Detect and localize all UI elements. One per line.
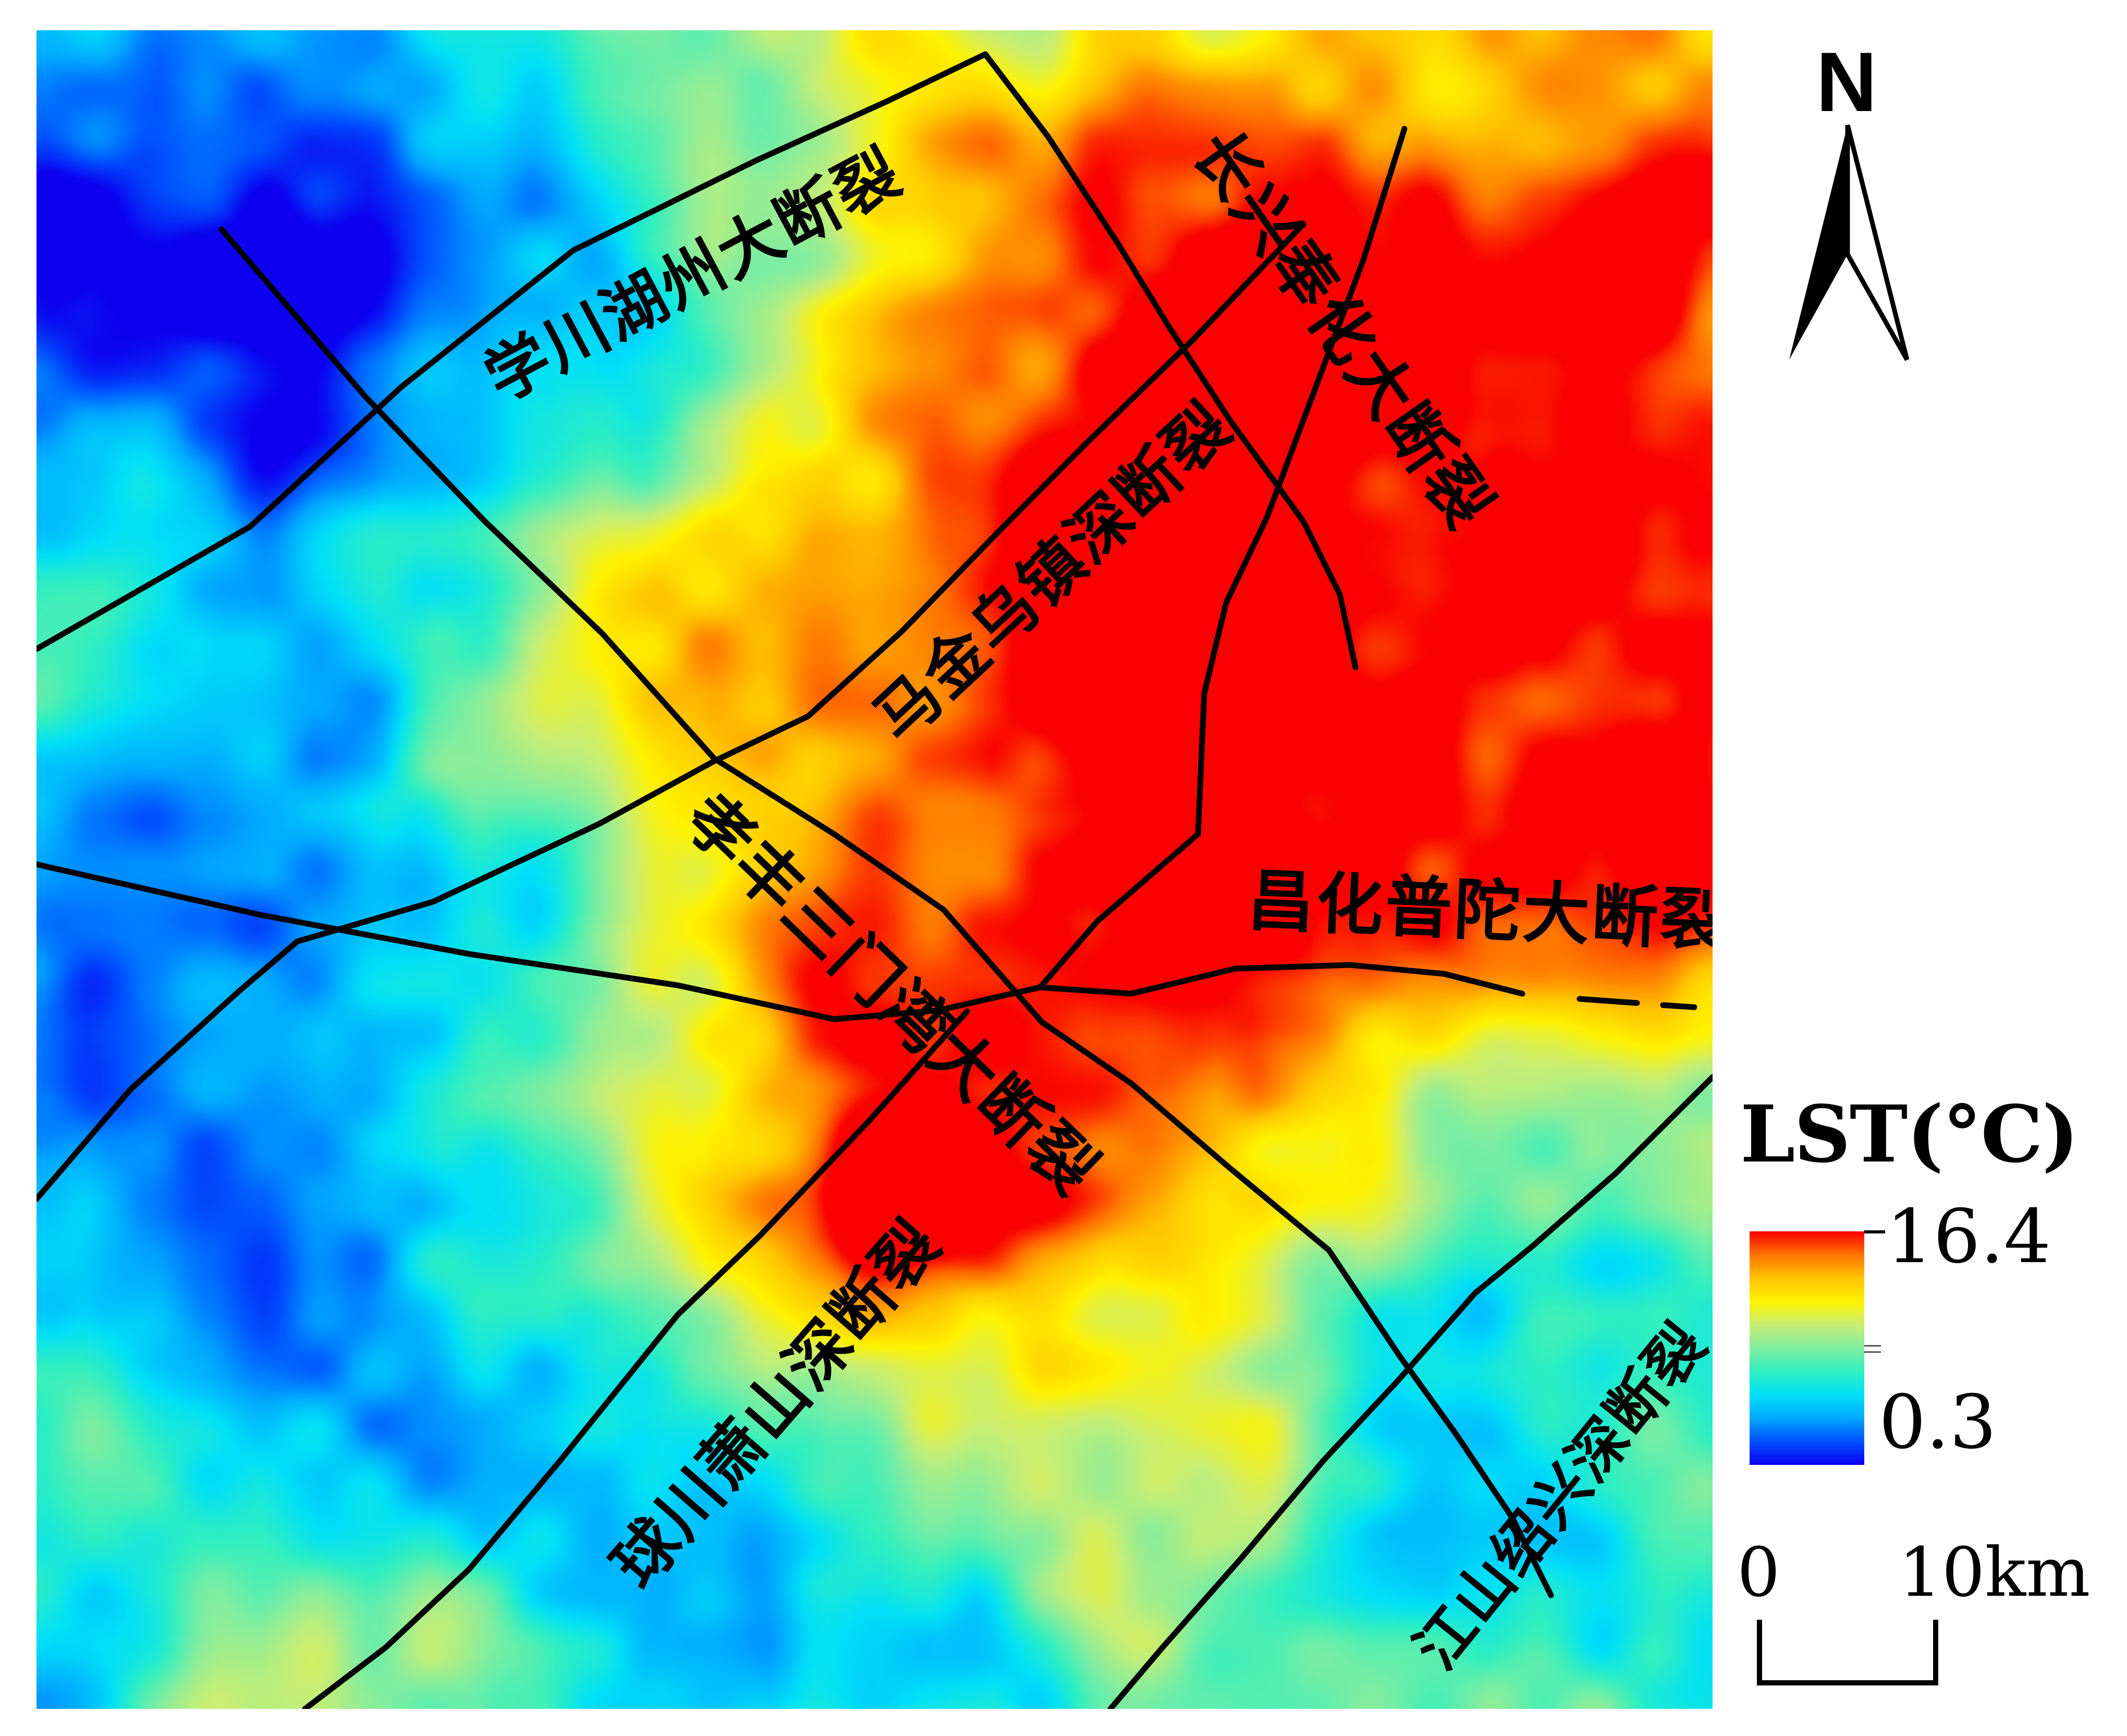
scalebar-bracket	[1757, 1620, 1938, 1685]
fault-label-changxing-fenghua: 长兴奉化大断裂	[1178, 117, 1507, 543]
fault-line-xiaofeng-sanmenwan	[218, 226, 1554, 1598]
fault-label-majin-wuzhen: 马金乌镇深断裂	[860, 388, 1246, 756]
fault-label-jiangshan-shaoxing: 江山绍兴深断裂	[1402, 1311, 1713, 1682]
legend-max-label: 16.4	[1886, 1194, 2051, 1280]
fault-line-qiuchuan-xiaoshan	[302, 1008, 970, 1709]
fault-line-jiangshan-shaoxing	[1107, 1074, 1713, 1709]
fault-label-changhua-putuo: 昌化普陀大断裂	[1246, 862, 1713, 960]
north-arrow: N	[1789, 41, 1910, 361]
lst-map: 学川湖州大断裂 长兴奉化大断裂 马金乌镇深断裂 孝丰三门湾大断裂 昌化普陀大断裂…	[36, 30, 1713, 1709]
fault-label-qiuchuan-xiaoshan: 球川萧山深断裂	[598, 1206, 956, 1602]
scalebar-zero-label: 0	[1737, 1533, 1780, 1612]
fault-line-west-east	[36, 861, 1043, 1022]
fault-label-xiaofeng-sanmenwan: 孝丰三门湾大断裂	[670, 779, 1113, 1211]
north-label: N	[1816, 41, 1877, 129]
fault-line-changhua-putuo	[1037, 962, 1525, 997]
fault-line-northeast-branch	[1037, 126, 1408, 991]
north-arrow-left-half-icon	[1789, 125, 1848, 360]
fault-line-changhua-putuo-dash1	[1576, 996, 1640, 1006]
legend-tick-mid2	[1864, 1351, 1881, 1353]
heatmap-canvas	[36, 30, 1713, 1709]
legend-tick-max	[1864, 1230, 1885, 1233]
fault-line-changhua-putuo-dash2	[1660, 1002, 1697, 1010]
fault-line-xuechuan-huzhou-changxing-fenghua	[36, 51, 1359, 670]
legend-title: LST(°C)	[1740, 1089, 2079, 1180]
north-arrow-right-half-icon	[1845, 124, 1910, 361]
scalebar-distance-label: 10km	[1899, 1533, 2091, 1612]
legend-min-label: 0.3	[1879, 1379, 1997, 1465]
legend-tick-mid	[1864, 1345, 1881, 1347]
legend-colorbar	[1750, 1231, 1864, 1465]
fault-overlay: 学川湖州大断裂 长兴奉化大断裂 马金乌镇深断裂 孝丰三门湾大断裂 昌化普陀大断裂…	[36, 51, 1713, 1709]
